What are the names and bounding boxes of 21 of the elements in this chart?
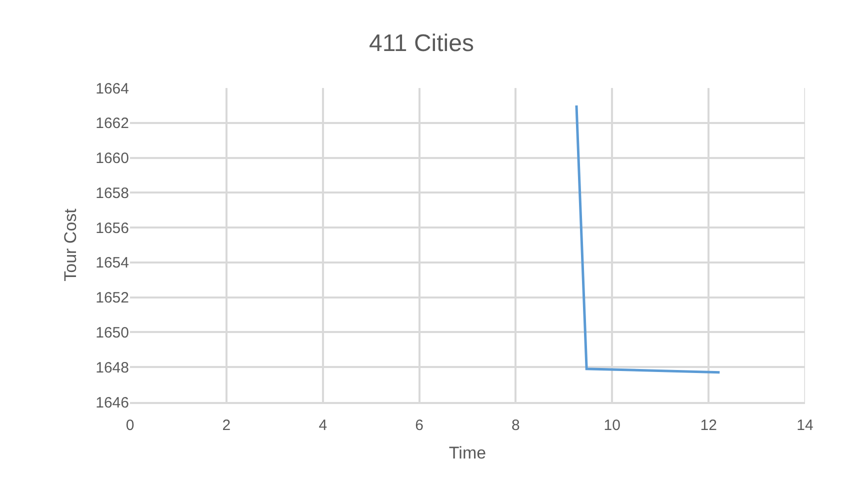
x-tick-label: 14 (796, 416, 814, 434)
y-tick-label: 1658 (96, 184, 129, 202)
x-axis-title: Time (448, 444, 486, 463)
y-tick-label: 1652 (96, 290, 129, 307)
x-tick-label: 2 (222, 416, 231, 434)
y-tick-label: 1660 (96, 150, 129, 168)
y-tick-label: 1662 (96, 115, 129, 132)
x-tick-label: 10 (604, 416, 620, 434)
x-tick-label: 12 (700, 416, 717, 434)
y-tick-label: 1664 (96, 80, 129, 98)
y-axis-title: Tour Cost (61, 208, 80, 282)
x-tick-label: 6 (415, 416, 424, 434)
y-tick-label: 1646 (96, 394, 129, 412)
y-tick-label: 1654 (96, 254, 129, 272)
x-tick-label: 0 (126, 416, 134, 434)
y-tick-label: 1656 (96, 220, 129, 237)
chart-title: 411 Cities (369, 30, 474, 58)
x-tick-label: 4 (318, 416, 328, 434)
x-tick-label: 8 (512, 416, 520, 434)
y-tick-label: 1648 (96, 359, 129, 376)
y-tick-label: 1650 (96, 324, 129, 342)
